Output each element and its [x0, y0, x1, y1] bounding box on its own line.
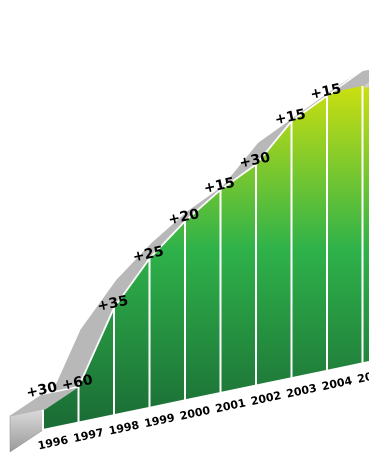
year-label-2000: 2000: [179, 404, 212, 423]
bar-2004: [326, 69, 364, 372]
increment-label-2000: +20: [167, 206, 201, 228]
bar-2003: [290, 94, 328, 380]
increment-labels-group: +30 +60+35+25+20+15+30+15+15: [25, 81, 343, 402]
increment-label-1999: +25: [131, 243, 165, 265]
year-label-1996: 1996: [37, 433, 70, 452]
year-label-2003: 2003: [285, 382, 318, 401]
year-label-1998: 1998: [108, 419, 141, 438]
year-label-1999: 1999: [143, 411, 176, 430]
bar-2001: [219, 163, 257, 394]
increment-label-2004: +15: [309, 81, 343, 103]
year-label-2002: 2002: [250, 389, 283, 408]
year-label-2004: 2004: [321, 374, 354, 393]
bar-2005: [361, 68, 369, 365]
bars-group: [9, 68, 369, 453]
top-rim: [42, 68, 369, 395]
increment-label-2001: +15: [202, 175, 236, 197]
top-end-cap: [365, 82, 369, 89]
increment-label-2003: +15: [273, 106, 307, 128]
increment-label-2002: +30: [238, 149, 272, 171]
increment-label-1998: +35: [96, 293, 130, 315]
top-faces-group: [9, 68, 369, 417]
year-label-1997: 1997: [72, 426, 105, 445]
year-label-2005: 2005: [356, 367, 369, 386]
increment-label-1997: +60: [60, 372, 94, 394]
increment-label-1996: +30: [25, 379, 59, 401]
year-label-2001: 2001: [214, 396, 247, 415]
year-labels-group: 1996 1997 1998 1999 2000 2001 2002 2003 2004 2005: [37, 367, 369, 453]
